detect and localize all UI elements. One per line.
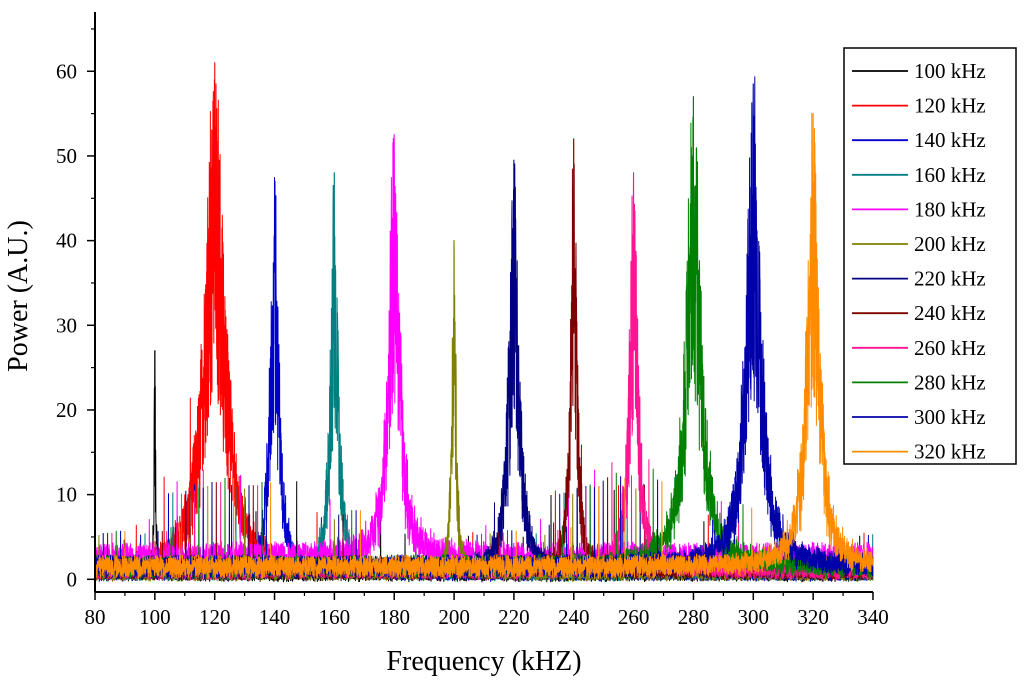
x-tick-label: 160 [319, 605, 351, 629]
x-axis-title: Frequency (kHZ) [386, 646, 581, 677]
y-tick-label: 40 [56, 229, 77, 253]
y-tick-label: 50 [56, 144, 77, 168]
y-tick-label: 0 [67, 567, 78, 591]
legend: 100 kHz 120 kHz 140 kHz 160 kHz 180 kHz 200 k… [843, 47, 1017, 465]
legend-label: 240 kHz [914, 301, 986, 325]
x-tick-label: 100 [139, 605, 171, 629]
legend-label: 100 kHz [914, 59, 986, 83]
legend-label: 120 kHz [914, 94, 986, 118]
legend-box [843, 47, 1017, 465]
y-axis-title: Power (A.U.) [3, 220, 34, 372]
legend-label: 220 kHz [914, 267, 986, 291]
y-tick-label: 30 [56, 313, 77, 337]
legend-label: 300 kHz [914, 405, 986, 429]
legend-label: 280 kHz [914, 370, 986, 394]
y-tick-label: 10 [56, 483, 77, 507]
x-tick-label: 300 [738, 605, 770, 629]
legend-label: 160 kHz [914, 163, 986, 187]
x-tick-label: 220 [498, 605, 530, 629]
x-tick-label: 80 [85, 605, 106, 629]
legend-label: 200 kHz [914, 232, 986, 256]
x-tick-label: 140 [259, 605, 291, 629]
x-tick-label: 340 [857, 605, 889, 629]
y-tick-label: 60 [56, 59, 77, 83]
x-tick-label: 280 [678, 605, 710, 629]
legend-label: 140 kHz [914, 128, 986, 152]
legend-label: 260 kHz [914, 336, 986, 360]
x-tick-label: 120 [199, 605, 231, 629]
series-layer [94, 62, 874, 583]
x-tick-label: 320 [797, 605, 829, 629]
x-tick-label: 260 [618, 605, 650, 629]
legend-label: 180 kHz [914, 197, 986, 221]
legend-label: 320 kHz [914, 440, 986, 464]
ticks-layer: 80 100 120 140 160 180 200 220 240 260 280 300 320 34… [56, 28, 889, 629]
y-tick-label: 20 [56, 398, 77, 422]
x-tick-label: 240 [558, 605, 590, 629]
series-line-320-khz [94, 112, 874, 580]
x-tick-label: 200 [438, 605, 470, 629]
x-tick-label: 180 [378, 605, 410, 629]
